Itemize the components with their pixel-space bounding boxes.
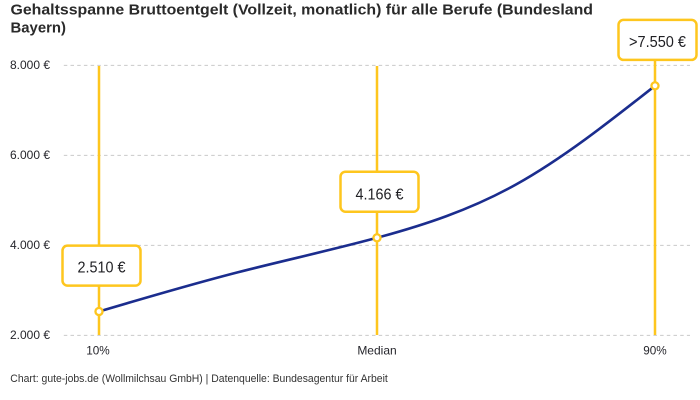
svg-text:90%: 90% [643, 344, 667, 358]
svg-text:Gehaltsspanne Bruttoentgelt (V: Gehaltsspanne Bruttoentgelt (Vollzeit, m… [11, 2, 594, 19]
svg-text:4.166 €: 4.166 € [356, 187, 404, 204]
svg-text:Bayern): Bayern) [11, 20, 67, 37]
svg-text:2.000 €: 2.000 € [10, 328, 50, 342]
svg-text:>7.550 €: >7.550 € [629, 34, 686, 51]
svg-text:6.000 €: 6.000 € [10, 148, 50, 162]
svg-text:8.000 €: 8.000 € [10, 58, 50, 72]
svg-text:4.000 €: 4.000 € [10, 238, 50, 252]
svg-text:Chart: gute-jobs.de (Wollmilch: Chart: gute-jobs.de (Wollmilchsau GmbH) … [10, 373, 388, 385]
svg-text:Median: Median [357, 344, 396, 358]
svg-text:2.510 €: 2.510 € [78, 260, 126, 277]
svg-text:10%: 10% [86, 344, 110, 358]
